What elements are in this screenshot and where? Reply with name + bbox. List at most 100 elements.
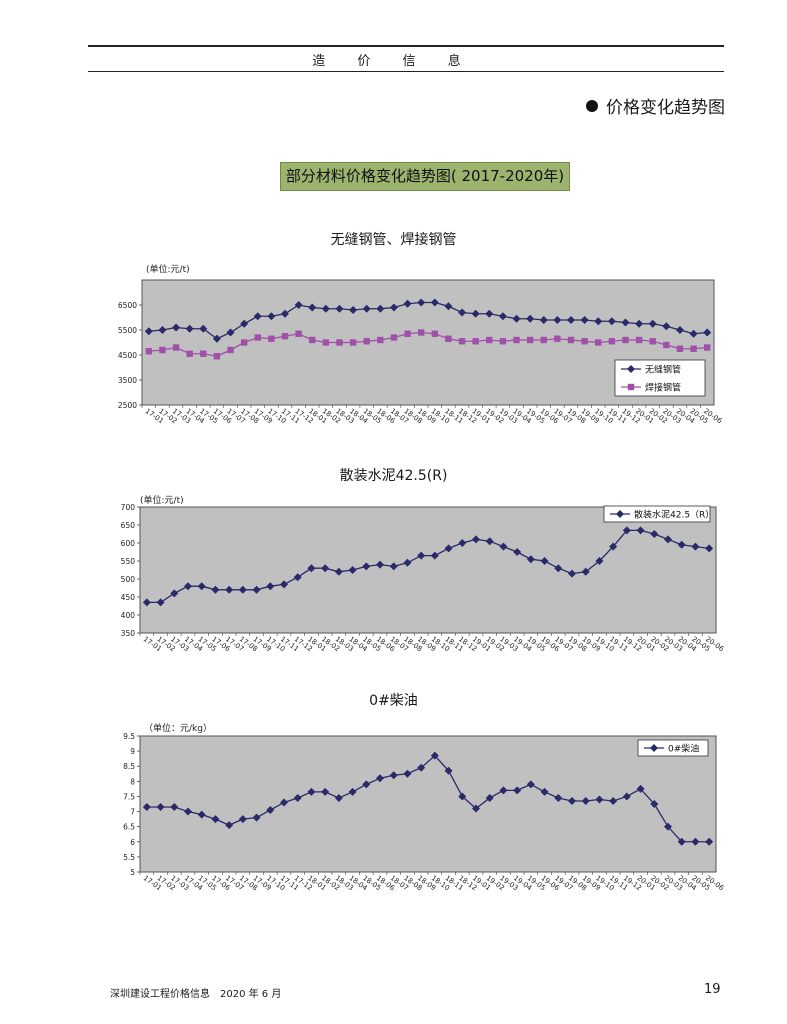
data-point bbox=[184, 582, 192, 591]
data-point bbox=[225, 821, 234, 830]
data-point bbox=[170, 589, 179, 598]
data-point bbox=[142, 803, 151, 812]
data-point bbox=[281, 309, 289, 318]
data-point bbox=[581, 796, 590, 805]
data-point bbox=[581, 567, 590, 576]
y-tick-label: 7 bbox=[130, 808, 135, 817]
y-tick-label: 8.5 bbox=[123, 762, 135, 771]
data-point bbox=[334, 567, 343, 576]
data-point bbox=[403, 299, 412, 308]
data-point bbox=[622, 526, 631, 535]
data-point bbox=[294, 301, 303, 309]
header-rule-bottom bbox=[88, 71, 724, 72]
data-point bbox=[184, 807, 192, 816]
data-point bbox=[144, 327, 153, 336]
y-tick-label: 550 bbox=[121, 557, 136, 566]
legend: 0#柴油 bbox=[637, 739, 709, 757]
legend-swatch-marker bbox=[616, 510, 624, 518]
data-point bbox=[539, 316, 548, 324]
data-point bbox=[376, 304, 385, 313]
footer-publication: 深圳建设工程价格信息 2020 年 6 月 bbox=[110, 989, 282, 1000]
data-point bbox=[280, 580, 288, 589]
data-point bbox=[240, 319, 249, 328]
data-point bbox=[526, 780, 535, 789]
data-point bbox=[362, 562, 371, 571]
data-point bbox=[580, 316, 589, 324]
data-point bbox=[445, 335, 452, 342]
data-point bbox=[321, 304, 330, 313]
data-point bbox=[334, 793, 343, 802]
unit-label: (单位:元/t) bbox=[146, 263, 190, 275]
data-point bbox=[498, 312, 507, 321]
data-point bbox=[581, 338, 588, 345]
data-point bbox=[266, 806, 275, 815]
y-tick-label: 600 bbox=[121, 539, 136, 548]
data-point bbox=[227, 346, 234, 354]
data-point bbox=[156, 598, 165, 607]
data-point bbox=[677, 540, 686, 549]
data-point bbox=[499, 338, 507, 345]
data-point bbox=[635, 319, 644, 328]
data-point bbox=[238, 585, 247, 594]
data-point bbox=[212, 334, 221, 343]
data-point bbox=[554, 564, 563, 573]
data-point bbox=[321, 564, 330, 573]
data-point bbox=[417, 763, 426, 772]
data-point bbox=[636, 784, 645, 793]
data-point bbox=[690, 345, 697, 352]
data-point bbox=[322, 339, 330, 346]
data-point bbox=[142, 598, 151, 607]
data-point bbox=[389, 562, 398, 571]
header-rule-top bbox=[88, 45, 724, 47]
y-tick-label: 5500 bbox=[118, 326, 137, 335]
data-point bbox=[293, 793, 302, 802]
y-tick-label: 9.5 bbox=[123, 732, 135, 741]
data-point bbox=[430, 298, 439, 307]
data-point bbox=[554, 793, 563, 802]
legend-box bbox=[603, 505, 711, 523]
chart-title-diesel: 0#柴油 bbox=[369, 693, 418, 709]
data-point bbox=[458, 308, 467, 317]
y-tick-label: 700 bbox=[121, 503, 136, 512]
data-point bbox=[280, 798, 288, 807]
data-point bbox=[458, 539, 467, 547]
data-point bbox=[609, 796, 618, 805]
y-tick-label: 4500 bbox=[118, 351, 137, 360]
chart-title-steel: 无缝钢管、焊接钢管 bbox=[330, 232, 457, 248]
data-point bbox=[526, 314, 535, 323]
data-point bbox=[472, 338, 479, 345]
data-point bbox=[540, 787, 549, 796]
data-point bbox=[363, 338, 370, 345]
chart-banner: 部分材料价格变化趋势图( 2017-2020年) bbox=[280, 162, 570, 191]
data-point bbox=[553, 316, 562, 324]
data-point bbox=[172, 323, 181, 332]
data-point bbox=[211, 585, 220, 594]
data-point bbox=[471, 309, 480, 318]
data-point bbox=[568, 796, 576, 805]
series-1 bbox=[142, 751, 714, 846]
chart-steel-pipes: (单位:元/t)2500350045005500650017-0117-0217… bbox=[118, 263, 724, 426]
y-tick-label: 350 bbox=[121, 629, 136, 638]
data-point bbox=[664, 822, 672, 831]
data-point bbox=[211, 815, 220, 824]
data-point bbox=[156, 803, 165, 812]
data-point bbox=[238, 815, 247, 824]
unit-label: (单位:元/t) bbox=[140, 494, 184, 506]
y-tick-label: 6.5 bbox=[123, 823, 135, 832]
data-point bbox=[622, 336, 629, 344]
data-point bbox=[349, 339, 357, 346]
data-point bbox=[444, 766, 453, 775]
data-point bbox=[472, 804, 480, 813]
data-point bbox=[675, 326, 684, 334]
data-point bbox=[266, 582, 275, 591]
data-point bbox=[513, 786, 522, 795]
data-point bbox=[567, 316, 575, 324]
data-point bbox=[540, 336, 547, 344]
data-point bbox=[499, 786, 508, 795]
legend-swatch-marker bbox=[627, 365, 635, 373]
data-point bbox=[336, 339, 343, 346]
unit-label: （单位：元/kg） bbox=[144, 722, 212, 734]
data-point bbox=[458, 338, 466, 345]
data-point bbox=[240, 339, 248, 346]
data-point bbox=[595, 795, 604, 804]
